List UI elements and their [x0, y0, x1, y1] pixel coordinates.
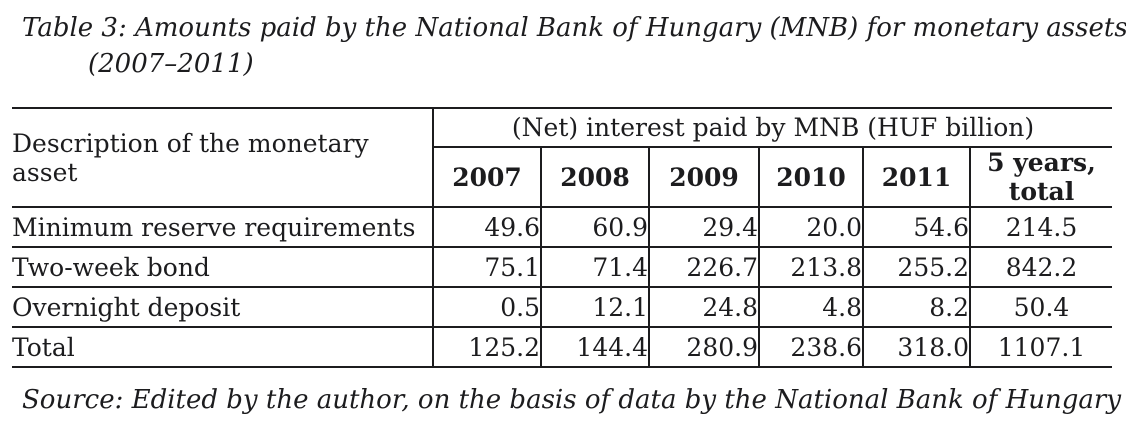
value-cell: 50.4	[969, 287, 1112, 328]
table-caption-line2: (2007–2011)	[88, 49, 254, 79]
table-row-total: Total 125.2 144.4 280.9 238.6 318.0 1107…	[12, 327, 1112, 368]
value-cell: 54.6	[862, 207, 970, 248]
value-cell: 125.2	[432, 327, 541, 368]
value-cell: 75.1	[432, 247, 541, 288]
value-cell: 60.9	[540, 207, 649, 248]
value-cell: 214.5	[969, 207, 1112, 248]
row-label: Total	[12, 327, 433, 368]
value-cell: 144.4	[540, 327, 649, 368]
value-cell: 842.2	[969, 247, 1112, 288]
page: Table 3: Amounts paid by the National Ba…	[0, 10, 1126, 423]
source-note: Source: Edited by the author, on the bas…	[22, 385, 1122, 415]
value-cell: 49.6	[432, 207, 541, 248]
value-cell: 1107.1	[969, 327, 1112, 368]
value-cell: 29.4	[648, 207, 759, 248]
row-label: Overnight deposit	[12, 287, 433, 328]
col-header-2008: 2008	[540, 147, 649, 208]
value-cell: 4.8	[758, 287, 863, 328]
row-label: Two-week bond	[12, 247, 433, 288]
table-row-overnight-deposit: Overnight deposit 0.5 12.1 24.8 4.8 8.2 …	[12, 287, 1112, 328]
col-header-2010: 2010	[758, 147, 863, 208]
value-cell: 255.2	[862, 247, 970, 288]
value-cell: 8.2	[862, 287, 970, 328]
value-cell: 71.4	[540, 247, 649, 288]
table-caption-line1: Table 3: Amounts paid by the National Ba…	[22, 13, 1126, 43]
value-cell: 280.9	[648, 327, 759, 368]
group-header-net-interest: (Net) interest paid by MNB (HUF billion)	[432, 107, 1112, 148]
value-cell: 226.7	[648, 247, 759, 288]
value-cell: 12.1	[540, 287, 649, 328]
value-cell: 318.0	[862, 327, 970, 368]
row-label: Minimum reserve requirements	[12, 207, 433, 248]
col-header-2007: 2007	[432, 147, 541, 208]
table-caption: Table 3: Amounts paid by the National Ba…	[22, 10, 1126, 82]
value-cell: 0.5	[432, 287, 541, 328]
col-header-5-years-total: 5 years, total	[969, 147, 1112, 208]
value-cell: 213.8	[758, 247, 863, 288]
col-header-2011: 2011	[862, 147, 970, 208]
row-header-description: Description of the monetary asset	[12, 107, 433, 208]
table-row-minimum-reserve: Minimum reserve requirements 49.6 60.9 2…	[12, 207, 1112, 248]
monetary-assets-table: Description of the monetary asset (Net) …	[12, 107, 1112, 368]
value-cell: 238.6	[758, 327, 863, 368]
table-row-two-week-bond: Two-week bond 75.1 71.4 226.7 213.8 255.…	[12, 247, 1112, 288]
value-cell: 24.8	[648, 287, 759, 328]
col-header-2009: 2009	[648, 147, 759, 208]
value-cell: 20.0	[758, 207, 863, 248]
